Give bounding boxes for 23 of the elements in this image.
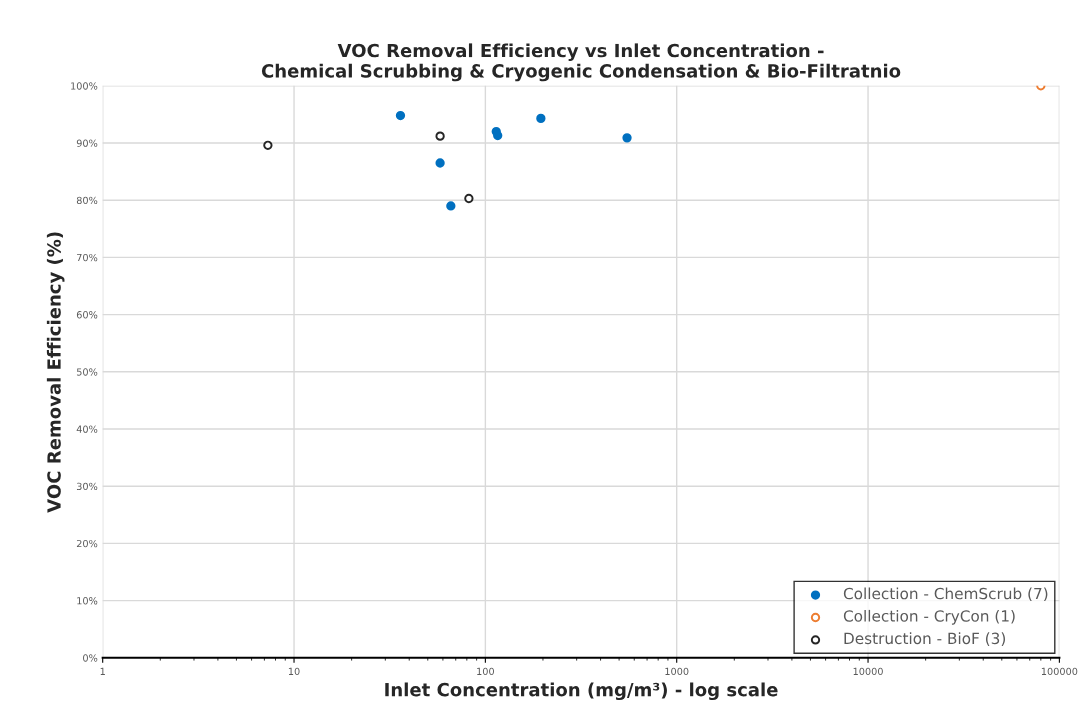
x-tick-label: 1 xyxy=(100,667,105,675)
legend-label: Collection - ChemScrub (7) xyxy=(843,587,1048,602)
x-axis-title: Inlet Concentration (mg/m³) - log scale xyxy=(385,682,778,701)
y-tick-label: 0% xyxy=(83,654,98,662)
y-tick-label: 20% xyxy=(76,539,98,548)
x-tick-label: 10 xyxy=(288,667,300,676)
legend-label: Destruction - BioF (3) xyxy=(844,632,1006,646)
y-tick-label: 90% xyxy=(76,139,98,147)
y-axis-title: VOC Removal Efficiency (%) xyxy=(46,232,65,513)
y-tick-label: 30% xyxy=(76,482,98,491)
legend-label: Collection - CryCon (1) xyxy=(843,609,1015,625)
y-tick-label: 100% xyxy=(71,82,98,90)
y-tick-label: 40% xyxy=(76,425,98,433)
x-tick-label: 1000 xyxy=(665,667,689,676)
x-tick-label: 100000 xyxy=(1041,667,1078,676)
x-tick-label: 100 xyxy=(477,667,494,676)
y-tick-label: 60% xyxy=(76,311,98,319)
y-tick-label: 10% xyxy=(77,597,98,605)
x-tick-label: 10000 xyxy=(853,667,883,676)
y-tick-label: 70% xyxy=(77,253,98,262)
y-tick-label: 50% xyxy=(76,368,98,376)
y-tick-label: 80% xyxy=(76,196,98,205)
chart-title: VOC Removal Efficiency vs Inlet Concentration - Chemical Scrubbing & Cryogenic Condensation & Bio-Filtratnio xyxy=(261,43,901,82)
